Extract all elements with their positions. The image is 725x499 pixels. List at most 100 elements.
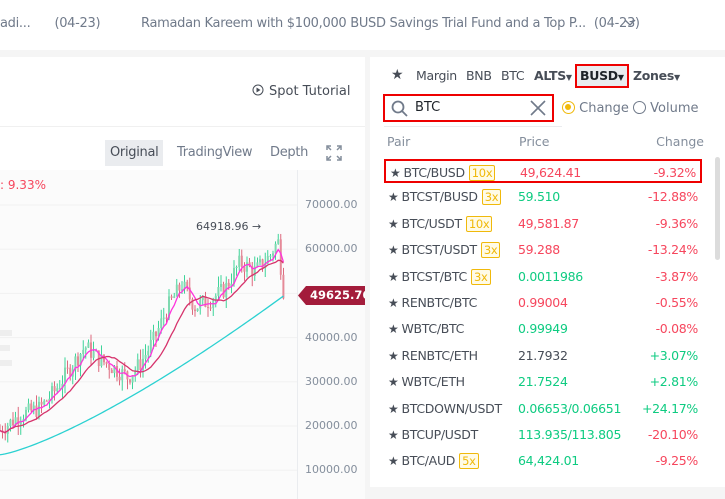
star-icon[interactable]: ★	[388, 348, 399, 363]
header-pair[interactable]: Pair	[387, 134, 411, 149]
market-row[interactable]: ★ WBTC/BTC 0.99949 -0.08%	[384, 317, 702, 341]
radio-volume[interactable]: Volume	[633, 101, 699, 116]
market-row[interactable]: ★ BTCST/USDT 3x 59.288 -13.24%	[384, 238, 702, 262]
favorites-star-icon[interactable]: ★	[391, 67, 404, 83]
candle-body	[14, 417, 17, 426]
nav-zones[interactable]: Zones▼	[633, 68, 680, 83]
spot-tutorial-label: Spot Tutorial	[269, 84, 351, 99]
star-icon[interactable]: ★	[388, 243, 399, 258]
nav-margin[interactable]: Margin	[416, 68, 457, 83]
star-icon[interactable]: ★	[388, 375, 399, 390]
candle-body	[170, 296, 173, 298]
candle-body	[147, 351, 150, 355]
market-row[interactable]: ★ BTC/USDT 10x 49,581.87 -9.36%	[384, 212, 702, 236]
nav-bnb[interactable]: BNB	[466, 68, 492, 83]
nav-alts[interactable]: ALTS▼	[534, 68, 572, 83]
spot-tutorial-link[interactable]: Spot Tutorial	[252, 84, 350, 99]
market-row[interactable]: ★ WBTC/ETH 21.7524 +2.81%	[384, 370, 702, 394]
candle-body	[155, 331, 157, 337]
pair-change: -9.32%	[653, 165, 697, 180]
candle-body	[220, 284, 222, 288]
nav-busd[interactable]: BUSD▼	[575, 64, 629, 88]
clear-icon[interactable]	[530, 100, 546, 116]
radio-change[interactable]: Change	[562, 101, 629, 116]
star-icon[interactable]: ★	[388, 454, 399, 469]
search-box[interactable]: BTC	[383, 94, 554, 122]
news-item[interactable]: Ramadan Kareem with $100,000 BUSD Saving…	[141, 16, 640, 31]
nav-btc[interactable]: BTC	[501, 68, 525, 83]
header-change[interactable]: Change	[656, 134, 704, 149]
pair-name: BTC/USDT	[401, 215, 462, 231]
tab-depth[interactable]: Depth	[270, 145, 309, 160]
candle-body	[103, 354, 105, 363]
candle-body	[162, 317, 165, 319]
change-readout: : 9.33%	[0, 178, 46, 192]
pair-change: -12.88%	[647, 189, 698, 205]
candle-body	[152, 331, 155, 340]
price-axis-tick: 20000.00	[305, 419, 358, 432]
market-row[interactable]: ★ BTCST/BTC 3x 0.0011986 -3.87%	[384, 265, 702, 289]
news-item[interactable]: adi... (04-23)	[0, 16, 101, 31]
candle-body	[274, 243, 277, 254]
pair-name: BTCUP/USDT	[401, 427, 478, 442]
news-date: (04-23)	[54, 16, 101, 31]
candle-body	[105, 362, 108, 364]
star-icon[interactable]: ★	[388, 428, 399, 442]
market-row[interactable]: ★ BTCUP/USDT 113.935/113.805 -20.10%	[384, 423, 702, 447]
star-icon[interactable]: ★	[388, 216, 399, 231]
leverage-badge: 10x	[468, 165, 496, 181]
candle-body	[87, 342, 90, 348]
star-icon[interactable]: ★	[390, 166, 401, 180]
search-input[interactable]: BTC	[415, 100, 441, 115]
search-icon	[391, 100, 408, 117]
market-row[interactable]: ★ BTCDOWN/USDT 0.06653/0.06651 +24.17%	[384, 397, 702, 421]
candle-body	[56, 388, 59, 392]
market-row[interactable]: ★ RENBTC/BTC 0.99004 -0.55%	[384, 291, 702, 315]
candle-body	[175, 284, 178, 297]
fullscreen-icon[interactable]	[326, 145, 342, 161]
pair-name: RENBTC/ETH	[401, 347, 478, 363]
market-row[interactable]: ★ BTC/AUD 5x 64,424.01 -9.25%	[384, 449, 702, 473]
pair-name: BTCST/BTC	[401, 268, 467, 284]
candle-body	[222, 284, 225, 298]
radio-volume-label: Volume	[650, 101, 699, 116]
pair-change: -3.87%	[655, 268, 699, 284]
kline-chart[interactable]	[0, 170, 365, 499]
candle-body	[123, 369, 126, 372]
candle-body	[201, 296, 204, 301]
header-price[interactable]: Price	[519, 134, 550, 149]
radio-unchecked-icon	[633, 101, 646, 114]
pair-price: 59.288	[518, 242, 560, 258]
tab-tradingview[interactable]: TradingView	[177, 145, 253, 160]
candle-body	[58, 388, 61, 390]
candle-body	[131, 375, 134, 383]
candle-body	[25, 409, 27, 420]
candle-body	[32, 405, 35, 411]
candle-body	[246, 262, 248, 272]
pair-name: BTCDOWN/USDT	[401, 400, 502, 416]
market-panel	[370, 57, 725, 487]
market-row[interactable]: ★ BTCST/BUSD 3x 59.510 -12.88%	[384, 185, 702, 209]
scrollbar[interactable]	[715, 157, 720, 260]
market-row[interactable]: ★ RENBTC/ETH 21.7932 +3.07%	[384, 344, 702, 368]
star-icon[interactable]: ★	[388, 401, 399, 416]
candle-body	[27, 403, 30, 410]
candle-body	[186, 281, 189, 288]
candle-body	[168, 296, 170, 319]
candle-body	[240, 255, 243, 267]
candle-body	[160, 318, 163, 329]
market-row[interactable]: ★ BTC/BUSD 10x 49,624.41 -9.32%	[384, 159, 702, 183]
star-icon[interactable]: ★	[388, 322, 399, 337]
chevron-down-icon[interactable]	[624, 19, 636, 27]
candle-body	[38, 401, 40, 417]
star-icon[interactable]: ★	[388, 296, 399, 310]
star-icon[interactable]: ★	[388, 269, 399, 284]
pair-change: +2.81%	[649, 374, 699, 390]
candle-body	[4, 432, 7, 434]
news-title: Ramadan Kareem with $100,000 BUSD Saving…	[141, 16, 586, 31]
candle-body	[259, 259, 261, 263]
candle-body	[110, 369, 113, 374]
candle-body	[233, 267, 235, 284]
star-icon[interactable]: ★	[388, 190, 399, 205]
tab-original[interactable]: Original	[105, 140, 164, 166]
